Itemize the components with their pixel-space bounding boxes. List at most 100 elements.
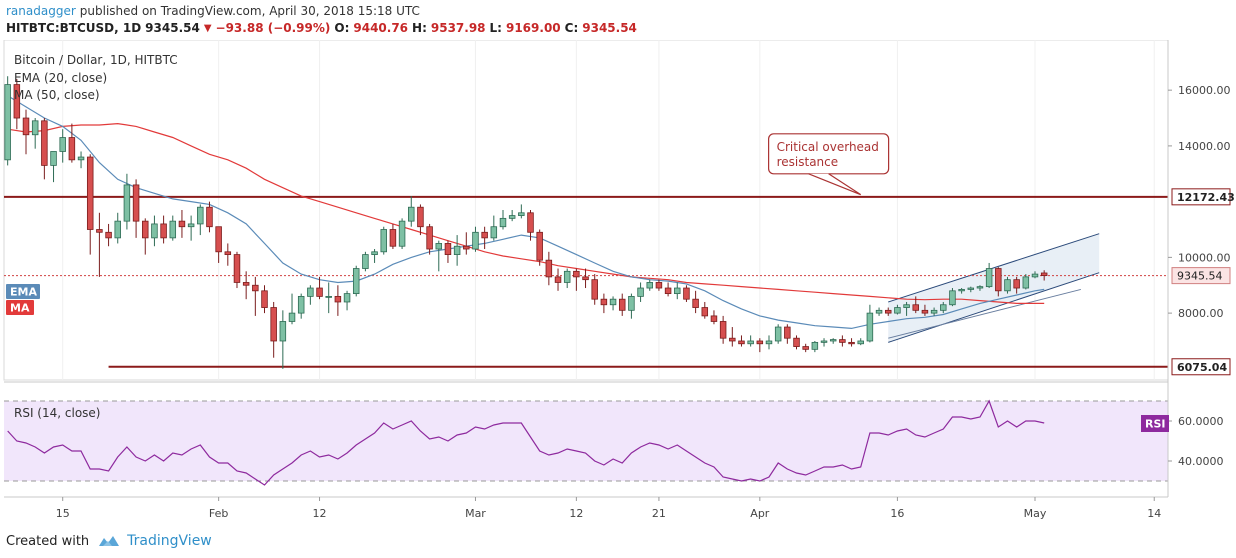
candle	[105, 223, 112, 247]
candle	[940, 301, 947, 314]
candle-body	[160, 223, 167, 239]
x-tick-label: 21	[652, 507, 666, 520]
close-label: C:	[564, 21, 579, 35]
candle-body	[215, 226, 222, 253]
candle	[77, 151, 85, 169]
candle	[710, 310, 718, 325]
candle	[279, 310, 287, 369]
candle	[930, 307, 938, 316]
candle-body	[31, 120, 39, 136]
candle	[362, 251, 369, 272]
level-label-0: 12172.43	[1177, 191, 1235, 204]
candle-body	[1004, 279, 1011, 292]
candle-body	[894, 307, 901, 314]
candle	[912, 296, 919, 314]
candle	[31, 118, 39, 149]
candle-body	[490, 226, 498, 239]
candle	[903, 301, 910, 316]
candle-body	[270, 307, 277, 342]
candle-body	[252, 284, 259, 292]
candle	[472, 226, 479, 252]
candle	[334, 285, 342, 316]
candle	[995, 267, 1002, 297]
candle-body	[426, 226, 433, 250]
candle	[444, 240, 452, 263]
candle	[646, 279, 653, 291]
author-link[interactable]: ranadagger	[6, 4, 76, 18]
candle-body	[710, 315, 718, 322]
candle	[591, 274, 598, 305]
candle-body	[995, 268, 1002, 292]
candle-body	[96, 229, 103, 233]
candle	[829, 338, 837, 344]
candle-body	[765, 340, 773, 345]
candle-body	[41, 120, 48, 166]
candle-body	[646, 282, 653, 289]
chart-svg[interactable]: 16000.00 14000.00 10000.00 8000.00 60.0000 40…	[0, 39, 1236, 522]
candle-body	[343, 293, 351, 303]
candle	[921, 304, 929, 316]
candle	[875, 307, 883, 316]
candle	[609, 296, 617, 311]
candle-body	[655, 282, 663, 289]
tradingview-brand[interactable]: TradingView	[127, 533, 212, 549]
candle-body	[352, 268, 360, 295]
candle	[270, 301, 277, 358]
candle-body	[114, 220, 121, 239]
candle-body	[22, 117, 30, 136]
candle-body	[949, 290, 956, 306]
x-tick-label: 12	[569, 507, 583, 520]
candle	[463, 232, 470, 255]
candle-body	[784, 326, 791, 339]
candle	[692, 290, 699, 314]
candle-body	[829, 339, 837, 342]
candle-body	[187, 223, 195, 228]
candle-body	[692, 298, 699, 308]
candle	[86, 154, 94, 255]
candle	[1040, 270, 1048, 281]
candle-body	[197, 206, 204, 225]
candle	[142, 218, 149, 255]
candle	[756, 338, 764, 353]
candle	[664, 282, 672, 297]
rsi-tick-label: 60.0000	[1178, 415, 1224, 428]
candle-body	[747, 340, 754, 345]
candle	[1004, 276, 1011, 294]
candle-body	[518, 212, 525, 216]
candle	[848, 338, 855, 347]
candle-body	[288, 312, 296, 322]
candle-body	[545, 259, 553, 278]
candle-body	[582, 276, 589, 281]
candle-body	[499, 217, 507, 228]
candle-body	[261, 290, 268, 308]
open-label: O:	[334, 21, 350, 35]
low-label: L:	[489, 21, 502, 35]
candle-body	[169, 220, 177, 239]
candle-body	[774, 326, 782, 342]
candle	[958, 288, 965, 294]
candle	[233, 251, 241, 289]
candle	[582, 268, 589, 289]
candle-body	[4, 84, 11, 161]
candle-body	[398, 220, 406, 247]
candle	[967, 286, 975, 293]
candle-body	[1013, 279, 1020, 289]
candle	[820, 338, 828, 347]
rsi-band	[4, 401, 1168, 481]
chart-area[interactable]: 16000.00 14000.00 10000.00 8000.00 60.0000 40…	[0, 39, 1236, 522]
candle-body	[573, 270, 580, 278]
candle	[793, 335, 800, 350]
candle	[518, 204, 525, 219]
candle	[545, 251, 553, 286]
open-value: 9440.76	[353, 21, 409, 35]
y-tick-label: 14000.00	[1178, 140, 1231, 153]
candle	[408, 196, 415, 227]
x-tick-label: 15	[56, 507, 70, 520]
candle-body	[811, 341, 819, 350]
level-label-bg-1	[1171, 358, 1231, 376]
last-price-tag-bg	[1171, 267, 1231, 285]
candle-body	[967, 287, 975, 290]
candle-body	[729, 337, 736, 342]
candle-body	[912, 304, 919, 311]
candle	[1031, 271, 1039, 279]
